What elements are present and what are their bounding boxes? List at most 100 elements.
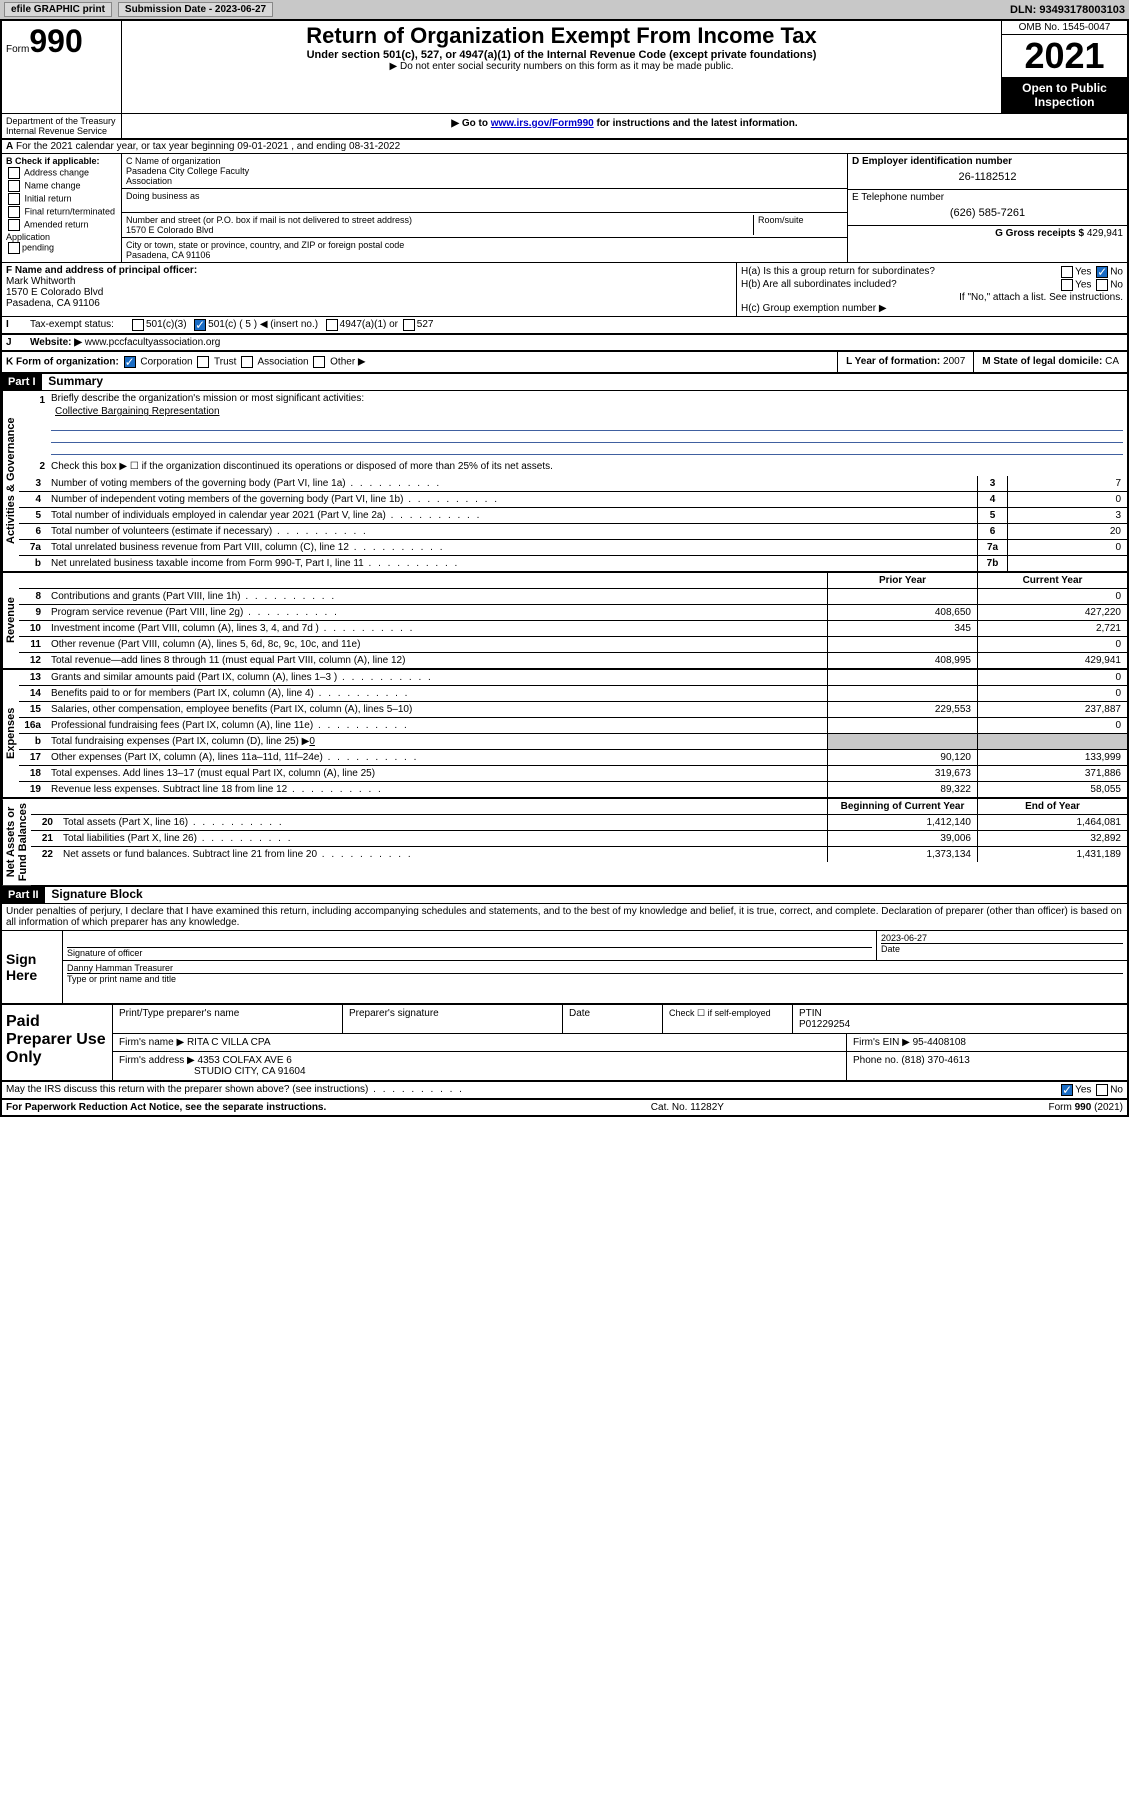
discuss-no[interactable] xyxy=(1096,1084,1108,1096)
section-netassets: Net Assets or Fund Balances Beginning of… xyxy=(2,799,1127,887)
submission-btn[interactable]: Submission Date - 2023-06-27 xyxy=(118,2,273,17)
l4: Number of independent voting members of … xyxy=(47,492,977,507)
year: 2021 xyxy=(1002,35,1127,77)
dept: Department of the Treasury Internal Reve… xyxy=(2,114,122,138)
cb-trust[interactable] xyxy=(197,356,209,368)
section-governance: Activities & Governance 1 Briefly descri… xyxy=(2,391,1127,573)
firm-label: Firm's name ▶ xyxy=(119,1037,184,1048)
hdr-prior: Prior Year xyxy=(827,573,977,588)
part1-title: Summary xyxy=(48,374,103,388)
cb-corp[interactable] xyxy=(124,356,136,368)
p10: 345 xyxy=(827,621,977,636)
discuss-text: May the IRS discuss this return with the… xyxy=(6,1084,1059,1096)
c17: 133,999 xyxy=(977,750,1127,765)
ein: 26-1182512 xyxy=(852,167,1123,187)
form-word: Form xyxy=(6,44,29,55)
dln: DLN: 93493178003103 xyxy=(1010,4,1125,16)
hdr-current: Current Year xyxy=(977,573,1127,588)
cb-4947[interactable] xyxy=(326,319,338,331)
side-governance: Activities & Governance xyxy=(2,391,19,571)
efile-btn[interactable]: efile GRAPHIC print xyxy=(4,2,112,17)
p19: 89,322 xyxy=(827,782,977,797)
cb-initial[interactable]: Initial return xyxy=(6,193,117,205)
c11: 0 xyxy=(977,637,1127,652)
c13: 0 xyxy=(977,670,1127,685)
firm-ein: 95-4408108 xyxy=(913,1037,966,1048)
row-fh: F Name and address of principal officer:… xyxy=(2,263,1127,317)
officer-sig-name: Danny Hamman Treasurer xyxy=(67,963,1123,973)
paid-header: Paid Preparer Use Only xyxy=(2,1005,112,1080)
officer-addr1: 1570 E Colorado Blvd xyxy=(6,287,732,298)
l10: Investment income (Part VIII, column (A)… xyxy=(47,621,827,636)
l21: Total liabilities (Part X, line 26) xyxy=(59,831,827,846)
d-label: D Employer identification number xyxy=(852,156,1123,167)
org-name2: Association xyxy=(126,176,843,186)
c9: 427,220 xyxy=(977,605,1127,620)
e21: 32,892 xyxy=(977,831,1127,846)
cb-501c3[interactable] xyxy=(132,319,144,331)
ha-yes[interactable] xyxy=(1061,266,1073,278)
row-i: I Tax-exempt status: 501(c)(3) 501(c) ( … xyxy=(2,317,1127,335)
l7b: Net unrelated business taxable income fr… xyxy=(47,556,977,571)
l12: Total revenue—add lines 8 through 11 (mu… xyxy=(47,653,827,668)
col-d: D Employer identification number 26-1182… xyxy=(847,154,1127,262)
prep-sig-label: Preparer's signature xyxy=(343,1005,563,1033)
p13 xyxy=(827,670,977,685)
cb-amended[interactable]: Amended return xyxy=(6,219,117,231)
side-revenue: Revenue xyxy=(2,573,19,668)
hc-label: H(c) Group exemption number ▶ xyxy=(741,303,1123,314)
c16a: 0 xyxy=(977,718,1127,733)
hb-yes[interactable] xyxy=(1061,279,1073,291)
p8 xyxy=(827,589,977,604)
sign-here: Sign Here xyxy=(2,931,62,1003)
e22: 1,431,189 xyxy=(977,847,1127,862)
prep-date-label: Date xyxy=(563,1005,663,1033)
cb-final[interactable]: Final return/terminated xyxy=(6,206,117,218)
f-label: F Name and address of principal officer: xyxy=(6,265,732,276)
officer-name: Mark Whitworth xyxy=(6,276,732,287)
col-h: H(a) Is this a group return for subordin… xyxy=(737,263,1127,316)
row-k: K Form of organization: Corporation Trus… xyxy=(2,352,1127,374)
v5: 3 xyxy=(1007,508,1127,523)
l17: Other expenses (Part IX, column (A), lin… xyxy=(47,750,827,765)
p16a xyxy=(827,718,977,733)
ha-no[interactable] xyxy=(1096,266,1108,278)
form990-link[interactable]: www.irs.gov/Form990 xyxy=(491,118,594,129)
phone-label: Phone no. xyxy=(853,1055,899,1066)
paid-section: Paid Preparer Use Only Print/Type prepar… xyxy=(2,1005,1127,1082)
col-f: F Name and address of principal officer:… xyxy=(2,263,737,316)
m-label: M State of legal domicile: xyxy=(982,356,1102,367)
firm-addr2: STUDIO CITY, CA 91604 xyxy=(194,1066,306,1077)
date-label: Date xyxy=(881,943,1123,954)
declaration: Under penalties of perjury, I declare th… xyxy=(2,904,1127,931)
col-b: B Check if applicable: Address change Na… xyxy=(2,154,122,262)
cb-other[interactable] xyxy=(313,356,325,368)
hb-no[interactable] xyxy=(1096,279,1108,291)
c15: 237,887 xyxy=(977,702,1127,717)
form-title: Return of Organization Exempt From Incom… xyxy=(130,23,993,49)
l9: Program service revenue (Part VIII, line… xyxy=(47,605,827,620)
i-label: Tax-exempt status: xyxy=(30,319,130,331)
cb-app[interactable]: Applicationpending xyxy=(6,232,117,254)
cb-527[interactable] xyxy=(403,319,415,331)
cb-501c[interactable] xyxy=(194,319,206,331)
l7a: Total unrelated business revenue from Pa… xyxy=(47,540,977,555)
discuss-row: May the IRS discuss this return with the… xyxy=(2,1082,1127,1100)
discuss-yes[interactable] xyxy=(1061,1084,1073,1096)
website: www.pccfacultyassociation.org xyxy=(85,337,221,348)
c8: 0 xyxy=(977,589,1127,604)
l8: Contributions and grants (Part VIII, lin… xyxy=(47,589,827,604)
l15: Salaries, other compensation, employee b… xyxy=(47,702,827,717)
l14: Benefits paid to or for members (Part IX… xyxy=(47,686,827,701)
info-grid: B Check if applicable: Address change Na… xyxy=(2,154,1127,263)
hb-label: H(b) Are all subordinates included? xyxy=(741,279,897,291)
hdr-eoy: End of Year xyxy=(977,799,1127,814)
cb-name[interactable]: Name change xyxy=(6,180,117,192)
note1: ▶ Do not enter social security numbers o… xyxy=(130,61,993,72)
paperwork: For Paperwork Reduction Act Notice, see … xyxy=(6,1102,326,1113)
c19: 58,055 xyxy=(977,782,1127,797)
cb-assoc[interactable] xyxy=(241,356,253,368)
ptin: P01229254 xyxy=(799,1019,850,1030)
cb-address[interactable]: Address change xyxy=(6,167,117,179)
v7a: 0 xyxy=(1007,540,1127,555)
